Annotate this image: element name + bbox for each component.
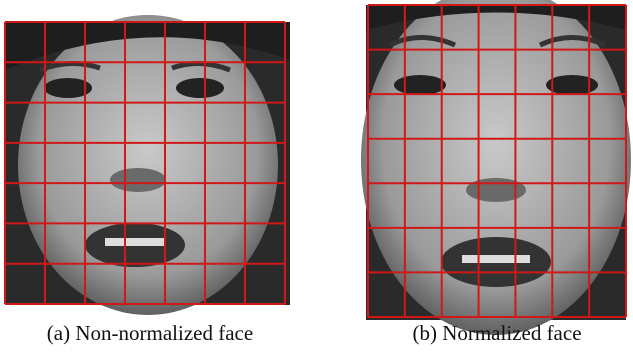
caption: (a) Non-normalized face (47, 321, 253, 345)
face-image-a (5, 15, 290, 315)
caption: (b) Normalized face (412, 321, 581, 345)
figure: (a) Non-normalized face (b) Normalized f… (0, 0, 633, 358)
